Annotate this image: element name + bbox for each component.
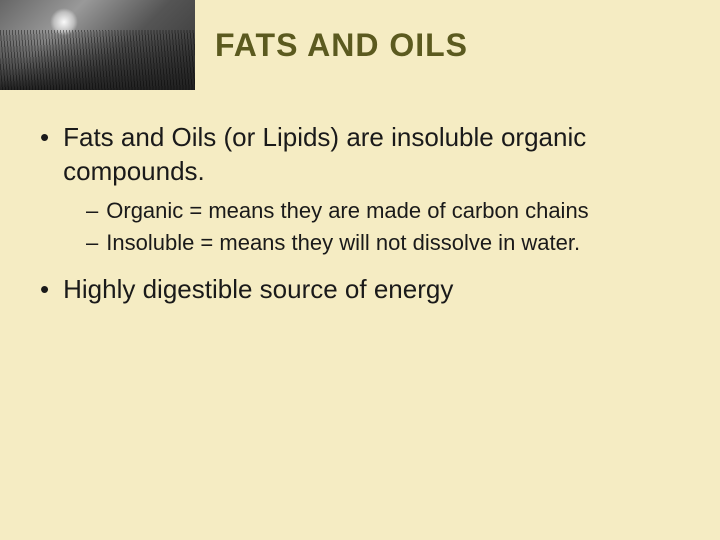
sub-bullet-text: Insoluble = means they will not dissolve… [106,228,580,258]
sub-bullet-marker: – [86,196,98,226]
bullet-text: Highly digestible source of energy [63,272,453,306]
sub-bullet-item: – Organic = means they are made of carbo… [86,196,680,226]
bullet-text: Fats and Oils (or Lipids) are insoluble … [63,120,680,188]
sub-bullet-text: Organic = means they are made of carbon … [106,196,588,226]
bullet-marker: • [40,272,49,306]
header-bar: FATS AND OILS [0,0,720,90]
slide-title: FATS AND OILS [215,27,468,64]
content-area: • Fats and Oils (or Lipids) are insolubl… [0,90,720,332]
sub-bullet-marker: – [86,228,98,258]
header-image-wheat [0,0,195,90]
bullet-item: • Fats and Oils (or Lipids) are insolubl… [40,120,680,188]
bullet-marker: • [40,120,49,188]
sub-bullet-group: – Organic = means they are made of carbo… [40,196,680,258]
header-title-area: FATS AND OILS [195,0,720,90]
bullet-item: • Highly digestible source of energy [40,272,680,306]
slide: FATS AND OILS • Fats and Oils (or Lipids… [0,0,720,540]
sub-bullet-item: – Insoluble = means they will not dissol… [86,228,680,258]
